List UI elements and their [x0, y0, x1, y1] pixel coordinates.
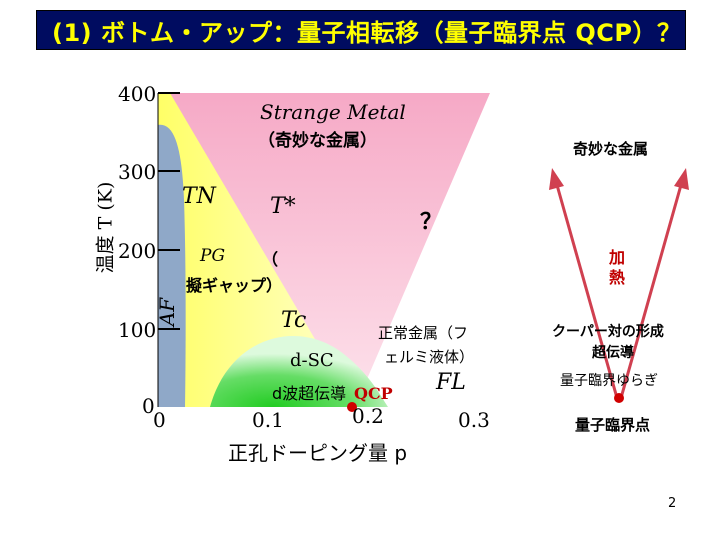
qcp-label: QCP — [354, 384, 393, 403]
tc-label: Tc — [281, 308, 307, 333]
qcp-right-label: 量子臨界点 — [575, 416, 651, 434]
y-tick-label: 100 — [118, 318, 157, 342]
dsc-jp-label: d波超伝導 — [272, 384, 347, 403]
slide-title: (1) ボトム・アップ：量子相転移（量子臨界点 QCP）？ — [52, 19, 682, 47]
heating-label: 加熱 — [609, 248, 626, 287]
y-tick-label: 300 — [118, 160, 157, 184]
t-star-label: T* — [270, 194, 296, 219]
strange-metal-region — [158, 93, 490, 407]
y-tick-label: 0 — [142, 394, 155, 418]
question-mark: ？ — [420, 210, 443, 235]
qcp-dot-right — [614, 393, 624, 403]
sc-dome — [210, 336, 388, 407]
x-tick-label: 0.1 — [252, 408, 284, 432]
strange-metal-label: Strange Metal — [260, 100, 406, 124]
right-strange-metal-label: 奇妙な金属 — [573, 140, 649, 158]
qcp-dot — [347, 402, 357, 412]
x-tick-label: 0.3 — [458, 408, 490, 432]
af-region — [158, 124, 186, 408]
pg-paren: （ — [262, 250, 279, 269]
dsc-label: d-SC — [290, 350, 334, 371]
pseudogap-region — [158, 93, 355, 407]
x-tick-label: 0 — [153, 408, 166, 432]
x-tick-label: 0.2 — [352, 404, 384, 428]
tn-label: TN — [182, 184, 216, 209]
arrow-right-head — [674, 168, 689, 190]
strange-metal-jp-label: （奇妙な金属） — [258, 131, 377, 151]
normal-metal-label: 正常金属（フ — [378, 324, 469, 342]
pg-label: PG — [200, 246, 226, 266]
fl-label: FL — [436, 370, 466, 395]
fluctuation-label: 量子臨界ゆらぎ — [560, 373, 658, 389]
pg-jp-label: 擬ギャップ） — [186, 276, 283, 295]
normal-metal-label-2: ェルミ液体） — [384, 348, 475, 366]
superconductivity-label: 超伝導 — [592, 345, 634, 361]
arrow-left — [555, 184, 619, 399]
arrow-right — [619, 184, 683, 399]
cooper-pair-label: クーパー対の形成 — [552, 324, 664, 340]
x-axis-label: 正孔ドーピング量 p — [228, 441, 408, 465]
y-axis-label: 温度 T (K) — [94, 181, 117, 274]
y-tick-label: 400 — [118, 82, 157, 106]
title-bar — [36, 10, 686, 50]
y-tick-label: 200 — [118, 239, 157, 263]
page-number: 2 — [668, 496, 677, 511]
af-label: AF — [155, 297, 180, 327]
arrow-left-head — [549, 168, 564, 190]
